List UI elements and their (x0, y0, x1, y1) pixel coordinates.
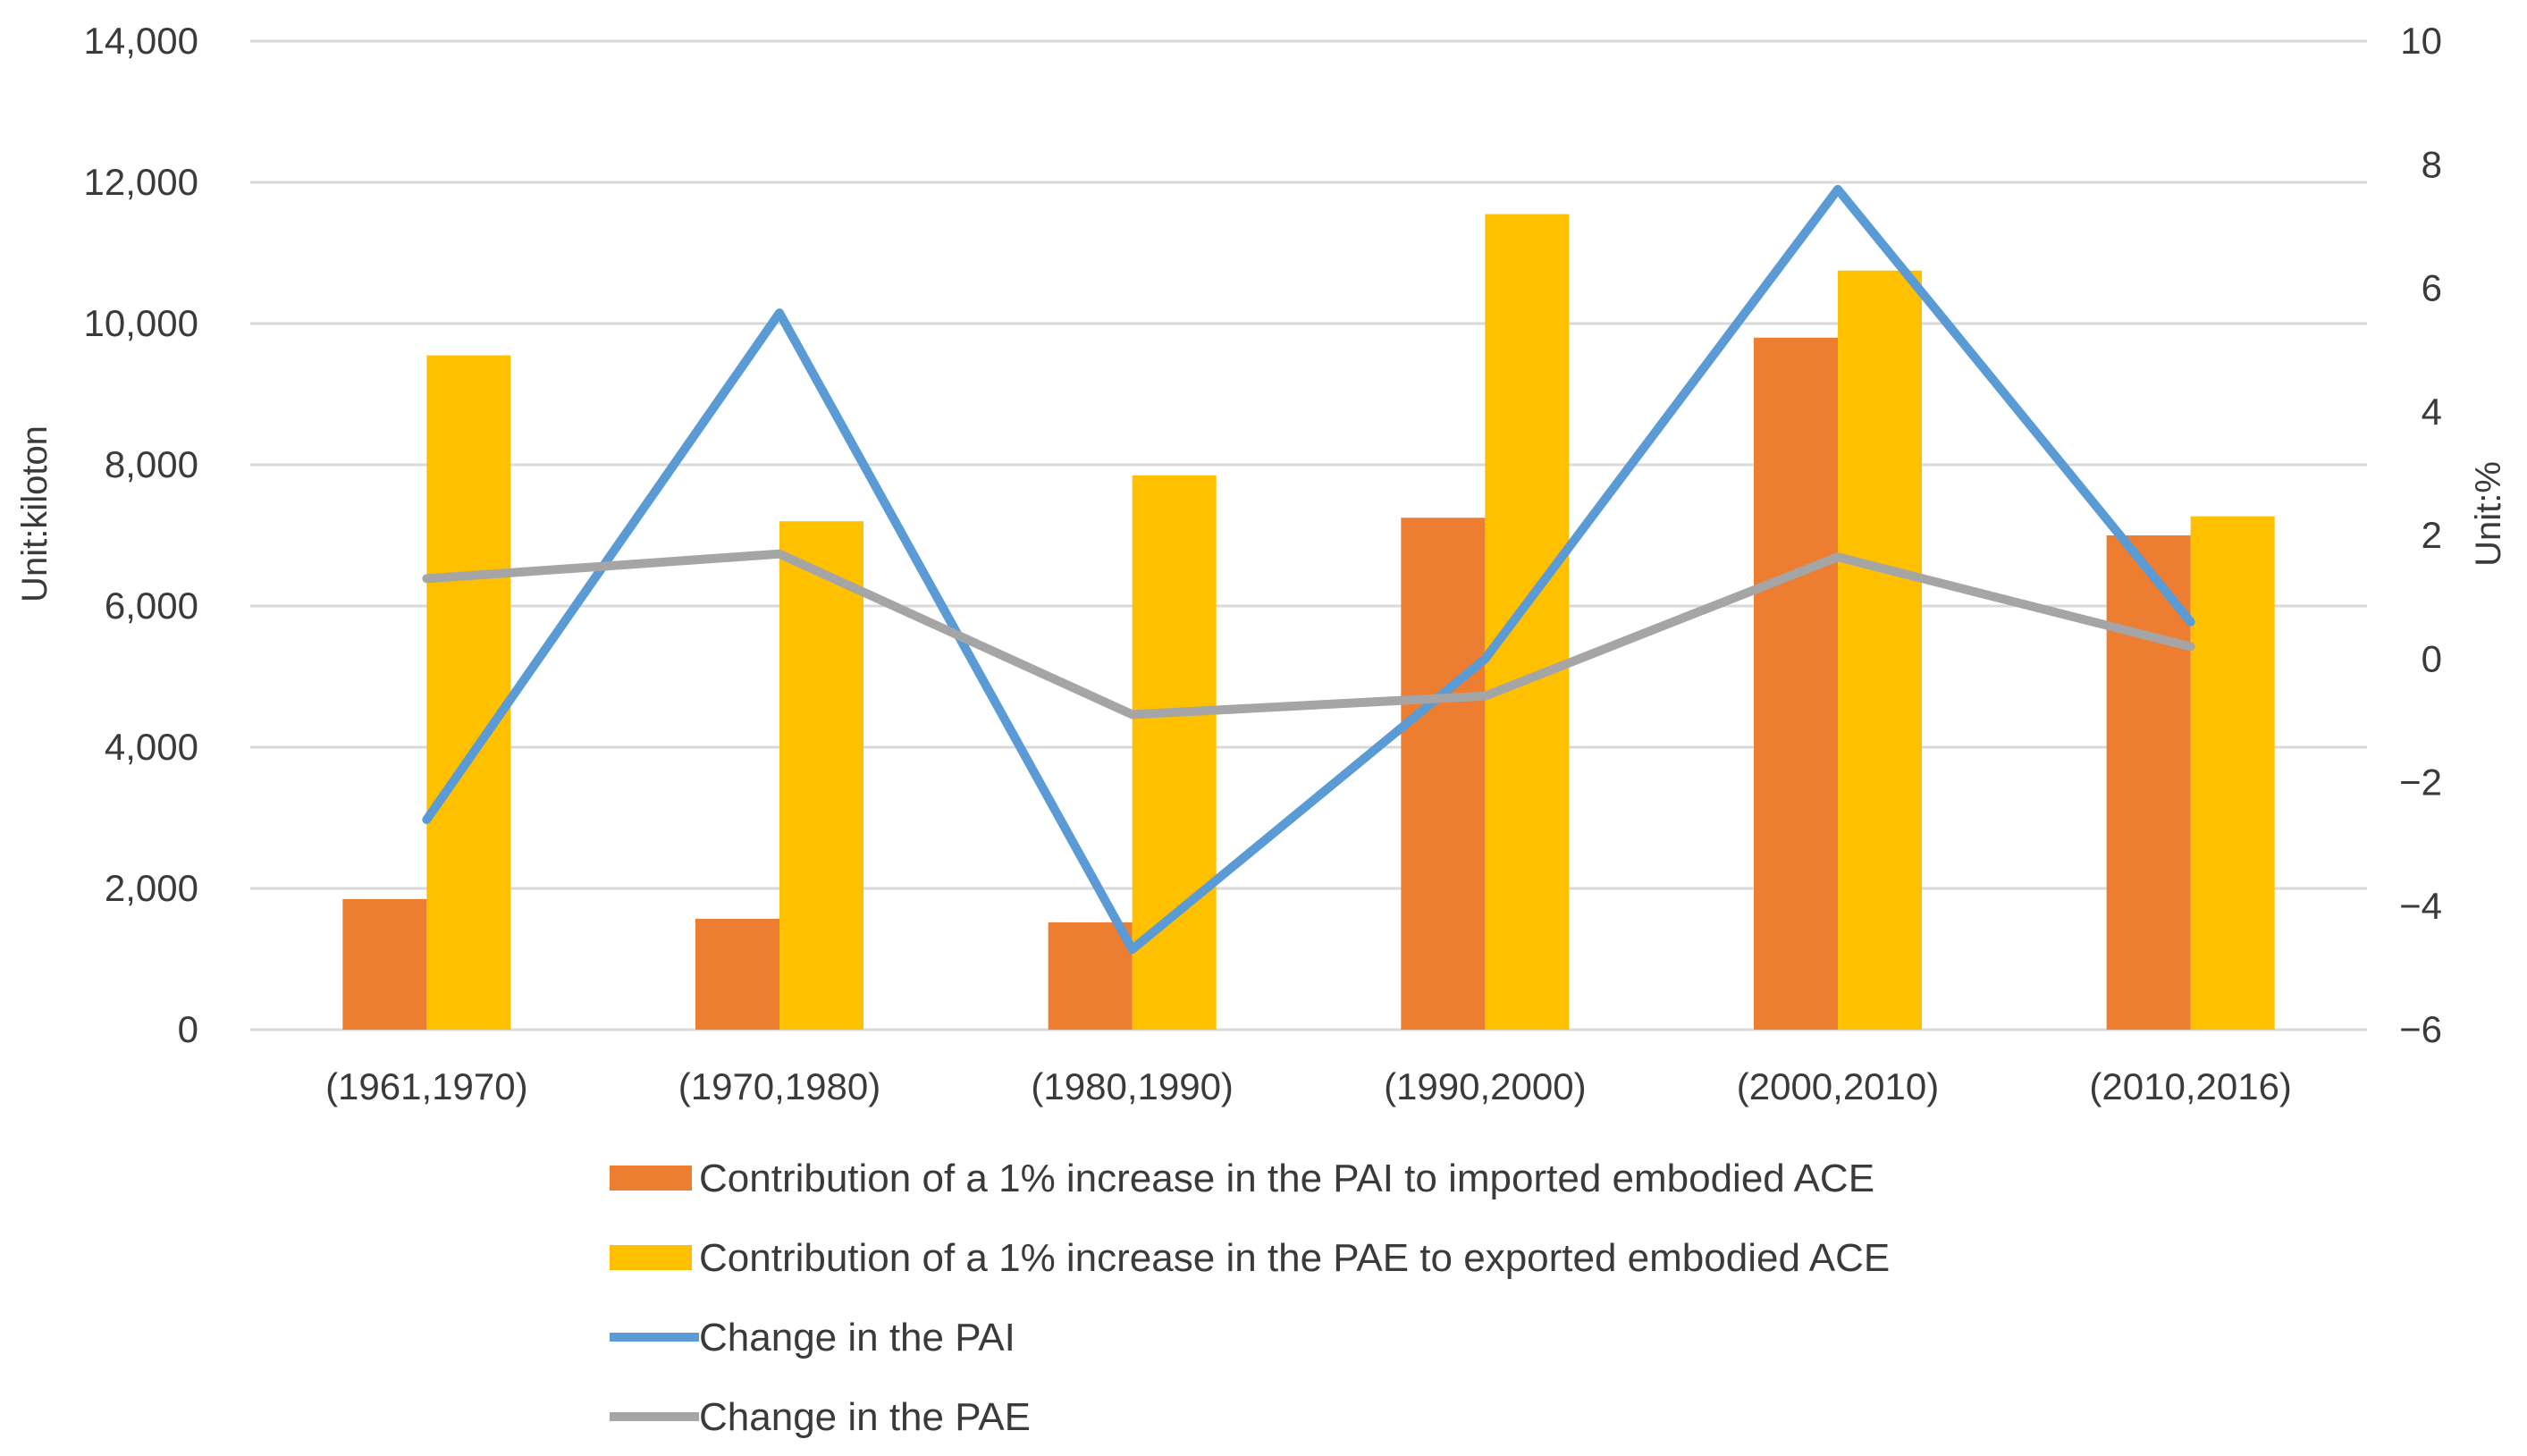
pae-contribution-bar (426, 355, 511, 1030)
legend-swatch (610, 1245, 692, 1270)
right-tick-label: 8 (2422, 143, 2442, 185)
category-labels: (1961,1970) (1970,1980) (1980,1990) (1990,2… (325, 1065, 2292, 1107)
pai-contribution-bar (1754, 337, 1838, 1030)
pae-contribution-bar (779, 521, 863, 1030)
pai-contribution-bar (1401, 518, 1486, 1030)
pae-contribution-bar (1485, 214, 1570, 1031)
pae-contribution-bar (1132, 475, 1217, 1030)
left-tick-label: 2,000 (105, 867, 198, 909)
right-tick-label: 4 (2422, 391, 2442, 433)
pae-contribution-bar (1838, 270, 1922, 1030)
legend-label: Change in the PAE (699, 1395, 1031, 1439)
left-axis-ticks: 0 2,000 4,000 6,000 8,000 10,000 12,000 14,000 (84, 20, 198, 1050)
category-label: (2010,2016) (2089, 1065, 2292, 1107)
right-tick-label: −2 (2399, 762, 2442, 804)
right-axis-title: Unit:% (2469, 461, 2508, 567)
gridlines (250, 39, 2367, 1031)
left-tick-label: 6,000 (105, 585, 198, 627)
legend-label: Change in the PAI (699, 1316, 1015, 1359)
legend-label: Contribution of a 1% increase in the PAI… (699, 1157, 1874, 1200)
pai-contribution-bar (695, 918, 779, 1030)
category-label: (1980,1990) (1031, 1065, 1234, 1107)
right-tick-label: 0 (2422, 637, 2442, 679)
legend-label: Contribution of a 1% increase in the PAE… (699, 1236, 1890, 1280)
pai-contribution-bar (342, 898, 427, 1030)
left-tick-label: 10,000 (84, 302, 198, 344)
right-axis-ticks: −6 −4 −2 0 2 4 6 8 10 (2399, 20, 2442, 1050)
right-tick-label: 2 (2422, 514, 2442, 556)
lines (422, 184, 2195, 955)
category-label: (1961,1970) (325, 1065, 528, 1107)
legend-swatch (610, 1166, 692, 1191)
pai-contribution-bar (1048, 922, 1133, 1030)
left-tick-label: 8,000 (105, 443, 198, 485)
right-tick-label: 10 (2400, 20, 2442, 62)
left-tick-label: 14,000 (84, 20, 198, 62)
right-tick-label: −4 (2399, 885, 2442, 927)
bars (342, 214, 2275, 1031)
left-tick-label: 12,000 (84, 161, 198, 203)
left-axis-title: Unit:kiloton (15, 425, 55, 602)
right-tick-label: −6 (2399, 1008, 2442, 1050)
legend: Contribution of a 1% increase in the PAI… (610, 1157, 1890, 1439)
left-tick-label: 0 (178, 1008, 198, 1050)
category-label: (1990,2000) (1384, 1065, 1587, 1107)
pae-contribution-bar (2190, 516, 2275, 1030)
category-label: (2000,2010) (1737, 1065, 1940, 1107)
pae-change-line (422, 549, 2195, 720)
left-tick-label: 4,000 (105, 726, 198, 768)
right-tick-label: 6 (2422, 267, 2442, 309)
pai-contribution-bar (2106, 535, 2191, 1030)
pai-change-line (422, 184, 2195, 955)
category-label: (1970,1980) (678, 1065, 881, 1107)
